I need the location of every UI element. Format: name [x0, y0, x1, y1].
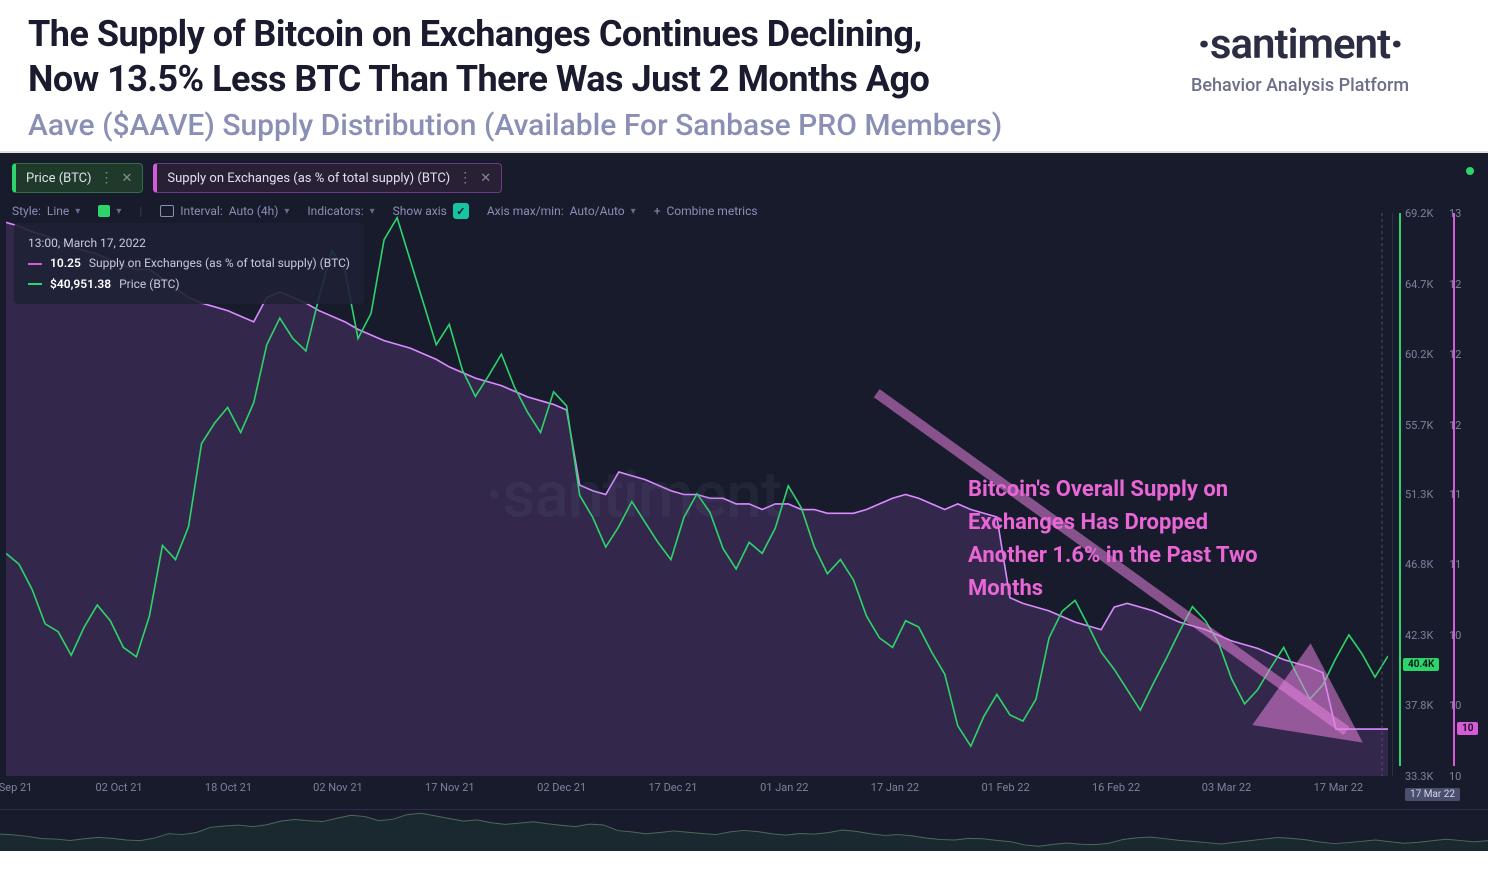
live-status-icon: [1466, 167, 1474, 175]
logo-block: ·santiment· Behavior Analysis Platform: [1140, 12, 1460, 96]
title-line-2: Now 13.5% Less BTC Than There Was Just 2…: [28, 57, 1140, 102]
y-tick-left: 64.7K: [1393, 278, 1443, 291]
y-tick-right: 10: [1443, 699, 1483, 712]
x-tick: 17 Nov 21: [425, 781, 475, 801]
header: The Supply of Bitcoin on Exchanges Conti…: [0, 0, 1488, 151]
x-tick: 17 Jan 22: [871, 781, 919, 801]
series-dash-icon: [28, 283, 42, 285]
x-tick: 03 Mar 22: [1202, 781, 1252, 801]
y-tick-left: 69.2K: [1393, 207, 1443, 220]
close-icon[interactable]: ✕: [121, 171, 132, 186]
x-tick: 01 Jan 22: [760, 781, 808, 801]
y-tick-left: 33.3K: [1393, 770, 1443, 783]
metric-chips: Price (BTC) ⋮ ✕ Supply on Exchanges (as …: [0, 153, 1488, 193]
subtitle: Aave ($AAVE) Supply Distribution (Availa…: [28, 108, 1140, 143]
y-tick-left: 60.2K: [1393, 348, 1443, 361]
chip-supply-label: Supply on Exchanges (as % of total suppl…: [167, 171, 450, 186]
y-tick-right: 11: [1443, 488, 1483, 501]
more-icon[interactable]: ⋮: [99, 170, 113, 186]
close-icon[interactable]: ✕: [480, 171, 491, 186]
minimap-canvas: [0, 810, 1488, 851]
x-axis: 17 Sep 2102 Oct 2118 Oct 2102 Nov 2117 N…: [8, 781, 1388, 801]
x-current-badge: 17 Mar 22: [1405, 788, 1460, 801]
tooltip-timestamp: 13:00, March 17, 2022: [28, 233, 350, 253]
y-tick-right: 12: [1443, 419, 1483, 432]
header-text: The Supply of Bitcoin on Exchanges Conti…: [28, 12, 1140, 143]
y-tick-right: 10: [1443, 629, 1483, 642]
tooltip-row-supply: 10.25 Supply on Exchanges (as % of total…: [28, 253, 350, 273]
chip-price-label: Price (BTC): [26, 171, 91, 186]
series-dash-icon: [28, 263, 42, 265]
more-icon[interactable]: ⋮: [458, 170, 472, 186]
annotation-text: Bitcoin's Overall Supply on Exchanges Ha…: [968, 473, 1258, 605]
chip-price[interactable]: Price (BTC) ⋮ ✕: [12, 163, 143, 193]
y-tick-right: 12: [1443, 348, 1483, 361]
supply-current-badge: 10: [1457, 722, 1478, 735]
hover-tooltip: 13:00, March 17, 2022 10.25 Supply on Ex…: [14, 223, 364, 304]
x-tick: 02 Oct 21: [95, 781, 142, 801]
y-tick-right: 10: [1443, 770, 1483, 783]
chart-panel: Price (BTC) ⋮ ✕ Supply on Exchanges (as …: [0, 151, 1488, 851]
x-tick: 18 Oct 21: [205, 781, 252, 801]
chip-supply[interactable]: Supply on Exchanges (as % of total suppl…: [153, 163, 502, 193]
x-tick: 01 Feb 22: [981, 781, 1029, 801]
y-tick-right: 13: [1443, 207, 1483, 220]
watermark: ·santiment·: [485, 457, 798, 532]
title-line-1: The Supply of Bitcoin on Exchanges Conti…: [28, 12, 1140, 57]
x-tick: 17 Sep 21: [0, 781, 32, 801]
x-tick: 02 Nov 21: [313, 781, 363, 801]
y-tick-left: 42.3K: [1393, 629, 1443, 642]
logo-tagline: Behavior Analysis Platform: [1140, 75, 1460, 96]
price-current-badge: 40.4K: [1403, 658, 1439, 671]
x-tick: 17 Dec 21: [648, 781, 697, 801]
x-tick: 17 Mar 22: [1314, 781, 1364, 801]
brush-minimap[interactable]: [0, 809, 1488, 851]
santiment-logo: ·santiment·: [1140, 20, 1460, 69]
x-tick: 02 Dec 21: [537, 781, 586, 801]
y-tick-left: 46.8K: [1393, 558, 1443, 571]
y-tick-left: 51.3K: [1393, 488, 1443, 501]
y-tick-left: 55.7K: [1393, 419, 1443, 432]
y-tick-right: 12: [1443, 278, 1483, 291]
x-tick: 16 Feb 22: [1092, 781, 1140, 801]
y-tick-right: 11: [1443, 558, 1483, 571]
y-axis: 69.2K1364.7K1260.2K1255.7K1251.3K1146.8K…: [1392, 213, 1488, 776]
tooltip-row-price: $40,951.38 Price (BTC): [28, 274, 350, 294]
y-tick-left: 37.8K: [1393, 699, 1443, 712]
